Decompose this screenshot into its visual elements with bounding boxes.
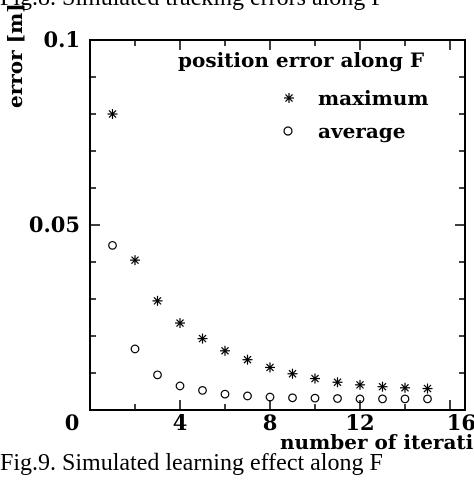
x-tick-label: 4 [173, 410, 188, 435]
legend-marker-maximum [284, 93, 294, 103]
legend-marker-average [283, 126, 293, 136]
data-point-maximum [332, 377, 343, 388]
series-average [108, 240, 432, 404]
data-point-average [243, 391, 252, 401]
data-point-maximum [422, 383, 433, 394]
figure-9-caption: Fig.9. Simulated learning effect along F [0, 450, 383, 476]
data-point-maximum [220, 345, 230, 356]
data-point-average [153, 370, 162, 380]
legend-label-maximum: maximum [318, 86, 429, 110]
data-point-maximum [107, 109, 118, 119]
data-point-average [333, 394, 342, 403]
y-axis-label: error [m] [3, 3, 27, 108]
data-point-maximum [377, 381, 388, 392]
legend-label-average: average [318, 119, 406, 143]
x-tick-label: 0 [65, 410, 80, 435]
data-point-maximum [130, 255, 140, 266]
y-tick-label: 0.1 [43, 27, 80, 52]
tick-marks [89, 39, 465, 411]
data-point-average [220, 389, 230, 399]
data-point-maximum [400, 382, 410, 393]
chart-title: position error along F [178, 48, 424, 72]
series-maximum [107, 109, 433, 394]
y-tick-label: 0.05 [29, 212, 80, 237]
data-point-average [310, 393, 320, 403]
data-point-average [265, 392, 275, 402]
x-tick-labels: 0 4 8 12 16 [65, 410, 474, 435]
data-point-average [175, 381, 185, 391]
x-tick-label: 8 [263, 410, 278, 435]
data-point-average [378, 394, 387, 404]
data-point-maximum [197, 333, 208, 344]
y-tick-labels: 0.1 0.05 [29, 27, 80, 237]
data-point-average [423, 394, 432, 404]
data-point-average [108, 240, 117, 250]
asterisk-marker [284, 93, 294, 103]
data-point-average [400, 394, 410, 404]
data-point-maximum [265, 362, 275, 373]
legend: maximum average [283, 86, 429, 143]
x-tick-label: 12 [345, 410, 374, 435]
data-point-average [198, 385, 207, 395]
data-point-maximum [152, 295, 163, 306]
x-tick-label: 16 [447, 410, 474, 435]
figure-8-caption: Fig.8. Simulated tracking errors along F [0, 0, 385, 12]
data-point-maximum [355, 379, 365, 390]
data-point-maximum [287, 368, 298, 379]
data-point-maximum [175, 318, 185, 329]
data-point-average [288, 393, 297, 403]
data-point-maximum [242, 354, 253, 365]
data-point-average [355, 394, 365, 404]
data-point-maximum [310, 373, 320, 384]
x-axis-label: number of iterations [280, 430, 474, 454]
data-point-average [130, 344, 140, 354]
